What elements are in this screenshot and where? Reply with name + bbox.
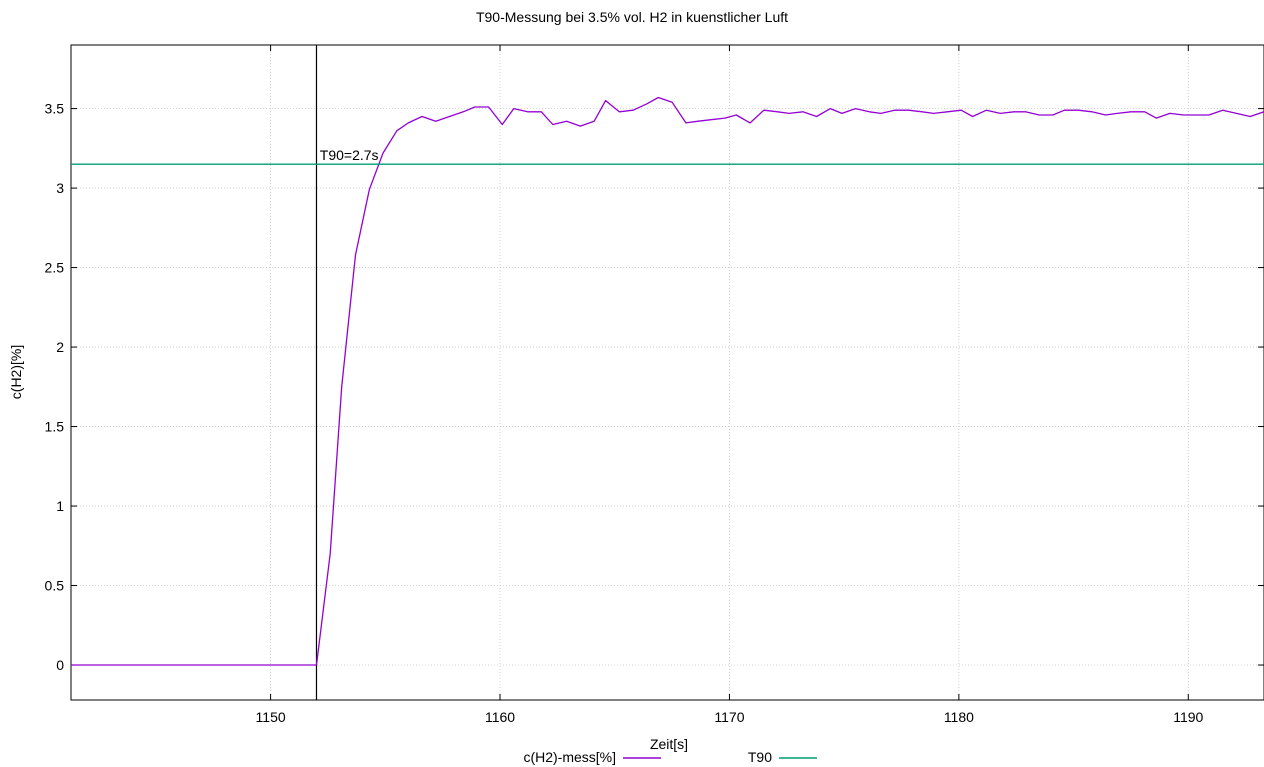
x-tick-label: 1190 <box>1173 709 1203 725</box>
plot-border <box>70 44 1264 701</box>
y-tick-label: 1.5 <box>45 419 65 435</box>
y-tick-label: 2 <box>56 339 64 355</box>
x-tick-label: 1180 <box>944 709 974 725</box>
y-tick-label: 1 <box>56 498 64 514</box>
y-tick-label: 0 <box>56 657 64 673</box>
annotations: T90=2.7s <box>320 147 379 163</box>
legend-entry-label: T90 <box>748 749 772 765</box>
grid <box>71 45 1264 700</box>
y-tick-label: 3.5 <box>45 101 65 117</box>
series <box>71 45 1264 700</box>
y-tick-label: 3 <box>56 180 64 196</box>
x-axis-label: Zeit[s] <box>650 736 688 752</box>
x-tick-label: 1170 <box>714 709 744 725</box>
ticks: 1150 1160 1170 1180 1190 0 0.5 1 1.5 2 2.5 3 3.5 <box>45 45 1264 725</box>
chart-title: T90-Messung bei 3.5% vol. H2 in kuenstli… <box>476 9 788 25</box>
x-tick-label: 1150 <box>256 709 286 725</box>
legend-entry-label: c(H2)-mess[%] <box>523 749 616 765</box>
series-line-concentration <box>71 96 1264 666</box>
y-tick-label: 0.5 <box>45 578 65 594</box>
y-tick-label: 2.5 <box>45 260 65 276</box>
x-tick-label: 1160 <box>485 709 515 725</box>
annotation-label: T90=2.7s <box>320 147 379 163</box>
y-axis-label: c(H2)[%] <box>8 345 24 399</box>
legend: c(H2)-mess[%] T90 <box>523 749 817 765</box>
